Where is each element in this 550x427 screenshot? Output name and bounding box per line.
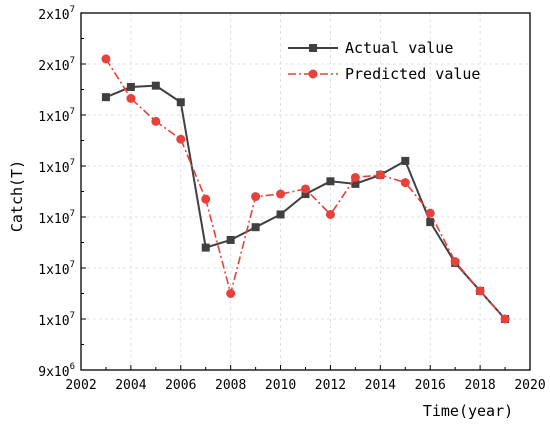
predicted-value-point — [325, 209, 335, 219]
actual-value-point — [101, 93, 110, 102]
predicted-value-point — [101, 54, 111, 64]
actual-value-point — [276, 210, 285, 219]
x-tick-label: 2006 — [165, 378, 196, 393]
y-tick-label: 1x107 — [38, 311, 75, 329]
legend: Actual value Predicted value — [288, 39, 480, 83]
x-axis-title: Time(year) — [423, 402, 513, 420]
predicted-value-point — [425, 208, 435, 218]
actual-value-point — [401, 156, 410, 165]
x-tick-label: 2004 — [115, 378, 146, 393]
predicted-value-point — [301, 184, 310, 194]
legend-actual-marker — [309, 44, 317, 52]
y-axis-title: Catch(T) — [8, 160, 26, 232]
x-tick-label: 2012 — [315, 378, 346, 393]
predicted-value-point — [151, 116, 161, 126]
predicted-value-point — [450, 257, 460, 267]
predicted-value-point — [226, 289, 236, 298]
x-tick-label: 2018 — [464, 378, 495, 393]
x-tick-label: 2002 — [65, 378, 96, 393]
x-tick-label: 2020 — [514, 378, 545, 393]
actual-value-point — [201, 243, 210, 252]
actual-value-point — [176, 98, 185, 107]
series-layer — [101, 54, 510, 324]
x-tick-label: 2010 — [265, 378, 296, 393]
predicted-value-point — [126, 93, 136, 103]
actual-value-point — [226, 235, 235, 244]
predicted-value-point — [375, 170, 385, 180]
actual-value-point — [351, 179, 360, 188]
y-tick-label: 1x107 — [38, 158, 75, 176]
legend-predicted-label: Predicted value — [345, 65, 480, 83]
y-tick-label: 1x107 — [38, 209, 75, 227]
actual-value-point — [426, 218, 435, 227]
x-tick-label: 2008 — [215, 378, 246, 393]
y-tick-label: 2x107 — [38, 56, 75, 74]
x-tick-label: 2014 — [365, 378, 396, 393]
predicted-value-line — [105, 58, 506, 320]
actual-value-line — [105, 84, 506, 320]
predicted-value-point — [251, 192, 261, 202]
predicted-value-point — [500, 314, 510, 324]
legend-actual-label: Actual value — [345, 39, 453, 57]
legend-predicted-marker — [308, 69, 318, 79]
predicted-value-point — [176, 134, 186, 144]
y-tick-label: 2x107 — [38, 5, 75, 23]
grid-lines — [81, 13, 530, 370]
x-tick-label: 2016 — [415, 378, 446, 393]
actual-value-point — [126, 82, 135, 91]
predicted-value-point — [201, 194, 211, 204]
predicted-value-point — [350, 172, 360, 182]
predicted-value-point — [276, 189, 286, 199]
y-tick-label: 1x107 — [38, 107, 75, 125]
predicted-value-point — [475, 286, 485, 296]
actual-value-point — [151, 81, 160, 90]
y-tick-label: 9x106 — [38, 362, 75, 380]
actual-value-point — [251, 223, 260, 232]
actual-value-point — [326, 177, 335, 186]
actual-value-point — [301, 190, 310, 199]
axis-ticks: 2002 2004 2006 2008 2010 2012 2014 2016 2018 2020… — [38, 5, 545, 393]
y-tick-label: 1x107 — [38, 260, 75, 278]
predicted-value-point — [400, 178, 410, 188]
